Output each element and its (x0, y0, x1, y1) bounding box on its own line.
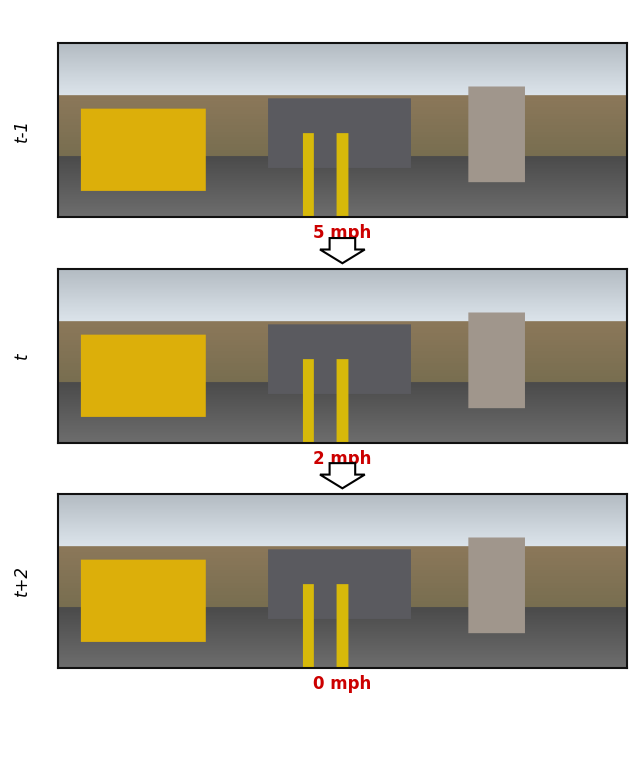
Text: t+2: t+2 (13, 565, 31, 596)
Text: 0 mph: 0 mph (313, 674, 372, 693)
Text: t: t (13, 353, 31, 359)
Text: 5 mph: 5 mph (313, 224, 372, 243)
Text: 2 mph: 2 mph (313, 449, 372, 468)
Text: t-1: t-1 (13, 119, 31, 142)
